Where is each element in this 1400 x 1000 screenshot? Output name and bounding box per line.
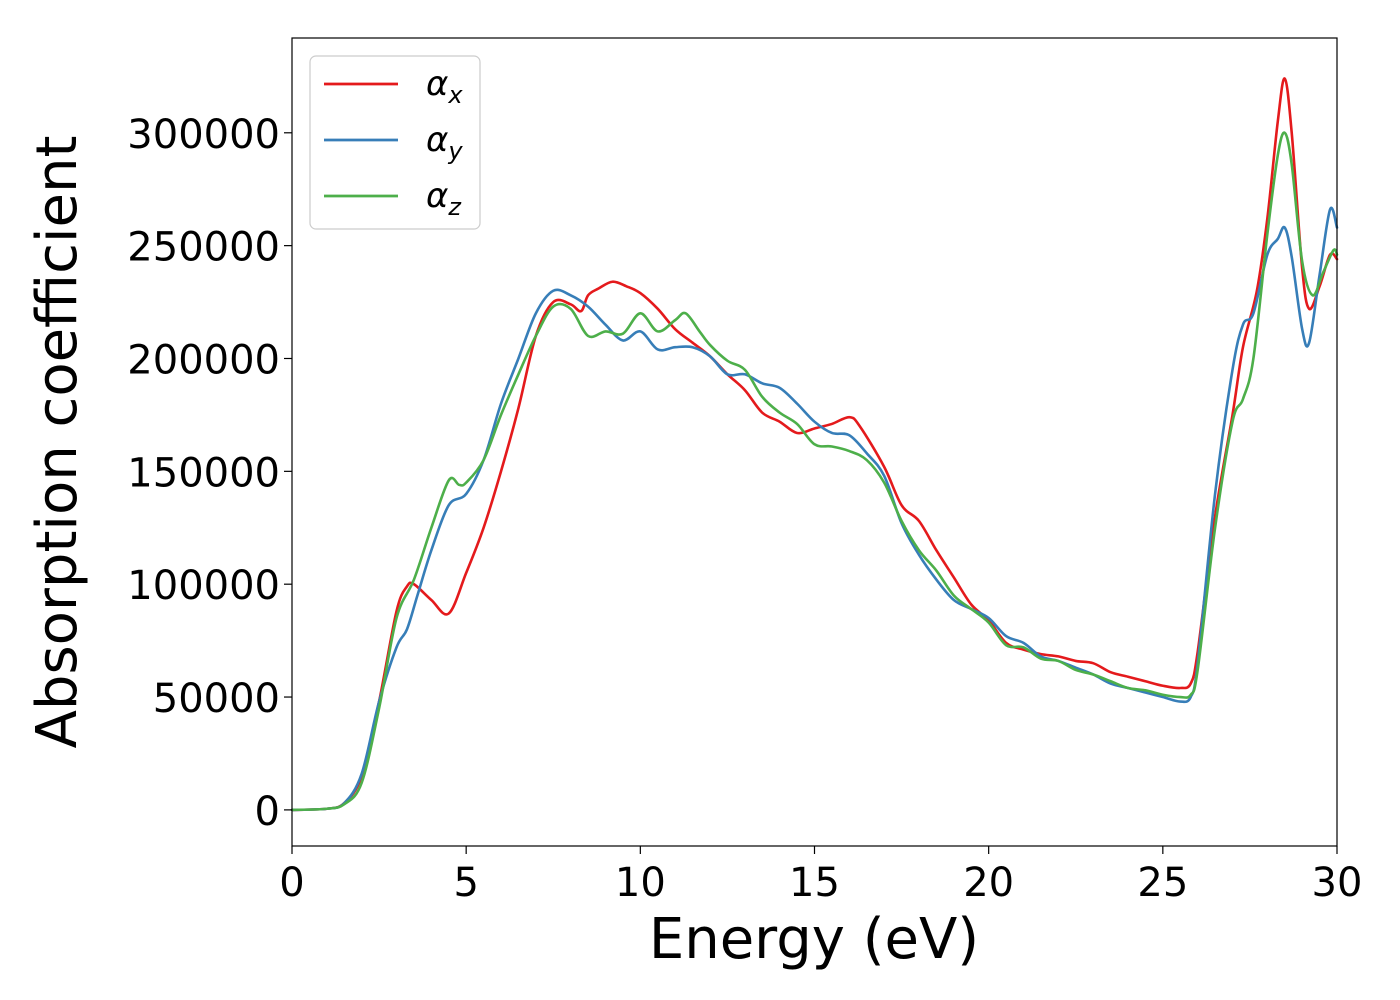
- legend-label-y: αy: [426, 120, 463, 165]
- y-axis-title: Absorption coefficient: [25, 136, 90, 749]
- y-tick-label: 50000: [153, 676, 280, 722]
- series-line-z: [290, 131, 1339, 812]
- ticks-layer: 0 5 10 15 20 25 30 0 50000 100000 150000 200000 2500…: [127, 112, 1362, 906]
- y-tick-label: 100000: [127, 563, 280, 609]
- legend-label-x: αx: [426, 64, 463, 109]
- y-tick-label: 300000: [127, 112, 280, 158]
- legend: αx αy αz: [309, 55, 481, 230]
- x-tick-label: 15: [789, 860, 840, 906]
- y-tick-label: 200000: [127, 337, 280, 383]
- series-line-x: [290, 77, 1339, 812]
- x-tick-label: 10: [615, 860, 666, 906]
- x-tick-label: 0: [279, 860, 304, 906]
- series-line-y: [290, 206, 1339, 812]
- series-layer: [290, 77, 1339, 812]
- x-tick-label: 20: [963, 860, 1014, 906]
- y-tick-label: 0: [255, 789, 280, 835]
- x-axis-title: Energy (eV): [649, 907, 979, 972]
- x-tick-label: 5: [453, 860, 478, 906]
- y-tick-label: 150000: [127, 450, 280, 496]
- y-tick-label: 250000: [127, 225, 280, 271]
- x-tick-label: 30: [1312, 860, 1363, 906]
- x-tick-label: 25: [1137, 860, 1188, 906]
- legend-label-z: αz: [426, 176, 462, 221]
- legend-items: αx αy αz: [324, 64, 463, 221]
- legend-box: [309, 55, 481, 230]
